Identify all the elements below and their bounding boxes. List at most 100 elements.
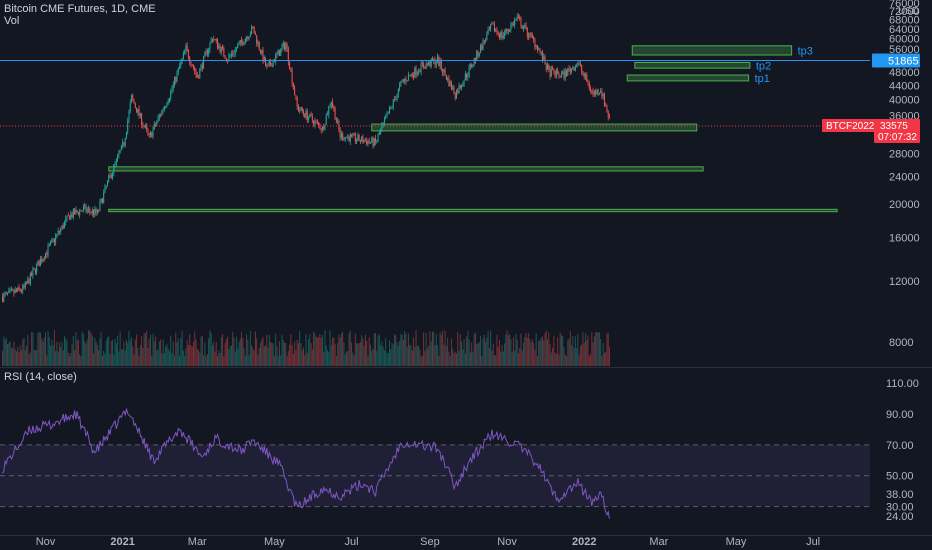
volume-bar xyxy=(234,351,236,366)
price-tick-label: 44000 xyxy=(889,80,920,92)
volume-bar xyxy=(165,346,167,366)
candle-body xyxy=(163,106,165,110)
volume-bar xyxy=(383,350,385,366)
volume-bar xyxy=(125,339,127,366)
volume-bar xyxy=(461,341,463,366)
volume-bar xyxy=(315,336,317,366)
candle-body xyxy=(105,185,107,187)
candle-body xyxy=(192,66,194,69)
volume-legend[interactable]: Vol xyxy=(4,15,20,27)
candle-body xyxy=(413,75,415,78)
zone-box-6[interactable] xyxy=(108,208,838,213)
volume-bar xyxy=(454,351,456,366)
candle-body xyxy=(286,43,288,49)
candle-body xyxy=(559,76,561,77)
candle-body xyxy=(243,43,245,45)
volume-bar xyxy=(554,352,556,366)
candle-body xyxy=(471,64,473,67)
candle-body xyxy=(371,137,373,142)
zone-box-tp2[interactable] xyxy=(634,61,751,69)
volume-bar xyxy=(253,350,255,366)
zone-box-tp3[interactable] xyxy=(631,45,793,56)
volume-bar xyxy=(559,332,561,366)
candle-body xyxy=(454,93,456,99)
line-layer[interactable] xyxy=(0,60,870,127)
candle-body xyxy=(315,120,317,122)
volume-bar xyxy=(486,337,488,366)
volume-bar xyxy=(301,350,303,366)
volume-bar xyxy=(442,330,444,366)
volume-bar xyxy=(335,356,337,366)
candle-body xyxy=(549,68,551,77)
candle-body xyxy=(481,45,483,50)
volume-bar xyxy=(162,339,164,366)
symbol-title[interactable]: Bitcoin CME Futures, 1D, CME xyxy=(4,3,156,15)
volume-bar xyxy=(15,351,17,366)
volume-bar xyxy=(243,348,245,366)
candle-body xyxy=(168,98,170,102)
volume-bar xyxy=(490,330,492,366)
candle-body xyxy=(392,99,394,107)
candle-body xyxy=(297,106,299,111)
candle-body xyxy=(24,282,26,288)
volume-bar xyxy=(593,336,595,366)
zone-label-tp3: tp3 xyxy=(798,45,813,57)
volume-bar xyxy=(500,351,502,366)
candle-body xyxy=(108,175,110,181)
candle-body xyxy=(89,208,91,212)
candle-body xyxy=(400,81,402,86)
candle-body xyxy=(282,43,284,48)
candle-body xyxy=(356,140,358,142)
candle-body xyxy=(601,90,603,97)
rsi-tick-label: 24.00 xyxy=(886,511,914,523)
rsi-tick-label: 38.00 xyxy=(886,489,914,501)
candle-body xyxy=(206,50,208,55)
candle-body xyxy=(500,32,502,38)
candle-body xyxy=(214,39,216,41)
candle-body xyxy=(213,39,215,41)
candle-body xyxy=(533,37,535,40)
candle-body xyxy=(305,111,307,118)
candle-body xyxy=(101,198,103,203)
volume-bar xyxy=(273,355,275,366)
candle-body xyxy=(603,93,605,106)
volume-bar xyxy=(366,340,368,366)
zone-box-tp1[interactable] xyxy=(626,74,750,82)
volume-bar xyxy=(95,341,97,366)
volume-bar xyxy=(227,336,229,366)
volume-bar xyxy=(84,341,86,366)
candle-body xyxy=(386,113,388,118)
candle-body xyxy=(366,140,368,145)
zone-box-5[interactable] xyxy=(108,166,704,172)
volume-bar xyxy=(547,339,549,366)
candle-body xyxy=(190,62,192,66)
candle-body xyxy=(95,208,97,213)
volume-bar xyxy=(23,338,25,366)
volume-bar xyxy=(155,336,157,366)
zone-label-tp2: tp2 xyxy=(756,60,771,72)
volume-bar xyxy=(525,332,527,366)
candle-body xyxy=(148,133,150,135)
volume-bar xyxy=(112,339,114,366)
candle-body xyxy=(555,69,557,77)
volume-bar xyxy=(89,330,91,366)
rsi-legend[interactable]: RSI (14, close) xyxy=(4,371,77,383)
volume-bar xyxy=(406,347,408,366)
candle-body xyxy=(349,134,351,142)
volume-bar xyxy=(98,350,100,366)
volume-bar xyxy=(439,331,441,366)
candle-body xyxy=(90,211,92,213)
candle-body xyxy=(120,145,122,151)
candle-body xyxy=(491,23,493,25)
volume-bar xyxy=(483,334,485,366)
candle-body xyxy=(493,23,495,32)
volume-bar xyxy=(602,342,604,366)
candle-body xyxy=(461,85,463,89)
volume-bar xyxy=(349,330,351,366)
zone-box-4[interactable] xyxy=(371,123,698,132)
date-tick-label: Jul xyxy=(806,536,820,548)
volume-bar xyxy=(511,351,513,366)
candle-body xyxy=(550,68,552,77)
